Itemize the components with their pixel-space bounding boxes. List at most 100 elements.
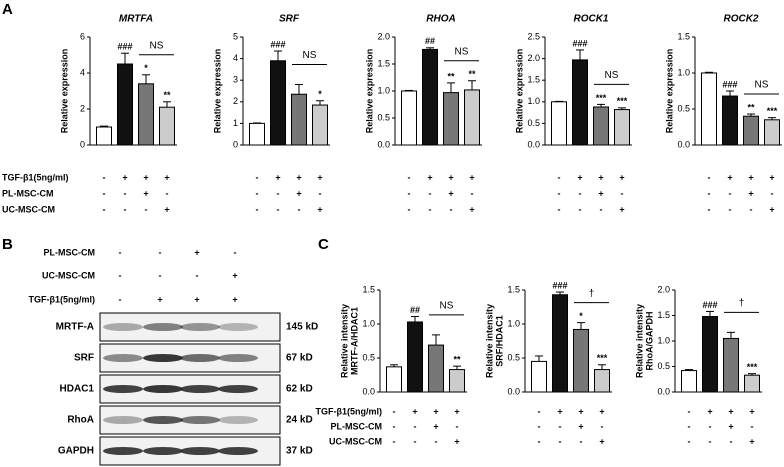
treatment-sign: - [471,188,474,198]
treatment-sign: - [600,204,603,214]
treatment-sign: + [748,172,753,182]
treatment-sign: + [194,247,199,257]
bar [422,48,438,146]
band-size: 37 kD [286,446,313,457]
treatment-sign: + [433,406,438,416]
significance: ### [270,39,285,49]
treatment-sign: - [709,436,712,446]
treatment-sign: + [122,172,127,182]
bar [249,122,265,146]
bar [723,337,739,393]
treatment-sign: + [469,172,474,182]
bracket-label: † [739,298,745,309]
y-tick-label: 1.0 [507,318,520,328]
bracket-label: NS [755,80,769,91]
significance: ### [702,300,717,310]
blot-band [180,354,220,362]
y-tick-label: 4 [80,67,85,77]
treatment-sign: - [435,436,438,446]
bar [572,59,588,146]
chart-title: SRF [279,14,300,25]
bracket-label: NS [455,46,469,57]
y-tick-label: 0.5 [677,103,690,113]
significance: ### [552,280,567,290]
treatment-sign: - [119,247,122,257]
treatment-sign: + [577,172,582,182]
significance: *** [747,362,758,372]
treatment-sign: + [427,172,432,182]
bar [159,106,175,146]
treatment-sign: + [598,188,603,198]
y-axis-label: Relative intensity [339,304,349,378]
treatment-sign: - [119,270,122,280]
treatment-sign: + [707,406,712,416]
treatment-sign: + [232,294,237,304]
bracket-label: NS [303,50,317,61]
treatment-label: PL-MSC-CM [44,247,96,257]
treatment-sign: - [103,188,106,198]
treatment-sign: + [164,204,169,214]
y-axis-label: Relative expression [664,49,674,134]
y-tick-label: 0.0 [362,386,375,396]
blot-band [103,323,143,331]
y-tick-label: 0 [80,139,85,149]
bar [443,92,459,146]
treatment-sign: - [579,188,582,198]
bar [764,119,780,146]
y-axis-label: Relative intensity [484,304,494,378]
bar [681,370,697,393]
treatment-sign: + [448,172,453,182]
band-size: 24 kD [286,415,313,426]
treatment-sign: - [256,172,259,182]
treatment-sign: - [393,406,396,416]
treatment-label: UC-MSC-CM [329,436,382,446]
treatment-sign: - [730,436,733,446]
treatment-sign: - [708,204,711,214]
y-tick-label: 2.5 [527,31,540,41]
significance: ## [425,36,435,46]
y-axis-label: Relative expression [59,49,69,134]
treatment-sign: - [559,436,562,446]
bar [449,369,465,393]
bar [138,83,154,146]
treatment-sign: - [729,204,732,214]
y-tick-label: 4 [233,53,238,63]
treatment-sign: + [157,294,162,304]
bracket-label: † [589,288,595,299]
treatment-sign: + [619,204,624,214]
treatment-sign: + [317,172,322,182]
band-size: 145 kD [286,322,318,333]
treatment-sign: + [578,406,583,416]
bar [702,316,718,393]
significance: ### [722,79,737,89]
treatment-label: PL-MSC-CM [331,421,383,431]
treatment-sign: - [538,406,541,416]
y-tick-label: 0.0 [677,139,690,149]
band-label: HDAC1 [60,384,95,395]
significance: ** [163,90,171,100]
bar [614,109,630,146]
treatment-sign: + [275,172,280,182]
treatment-sign: + [143,188,148,198]
treatment-sign: - [538,436,541,446]
panel-label: A [2,1,13,18]
treatment-sign: + [598,172,603,182]
treatment-sign: - [558,204,561,214]
treatment-sign: + [454,436,459,446]
blot-band [143,354,183,362]
y-tick-label: 2 [80,103,85,113]
y-tick-label: 6 [80,31,85,41]
treatment-sign: - [688,406,691,416]
treatment-sign: - [558,188,561,198]
treatment-sign: - [621,188,624,198]
bar [291,93,307,146]
treatment-sign: - [393,436,396,446]
y-tick-label: 0.5 [362,352,375,362]
y-tick-label: 0.5 [657,361,670,371]
band-label: SRF [74,353,94,364]
bar [312,104,328,146]
y-tick-label: 1.0 [377,85,390,95]
bar [551,101,567,146]
significance: *** [767,106,778,116]
y-tick-label: 1.0 [527,96,540,106]
